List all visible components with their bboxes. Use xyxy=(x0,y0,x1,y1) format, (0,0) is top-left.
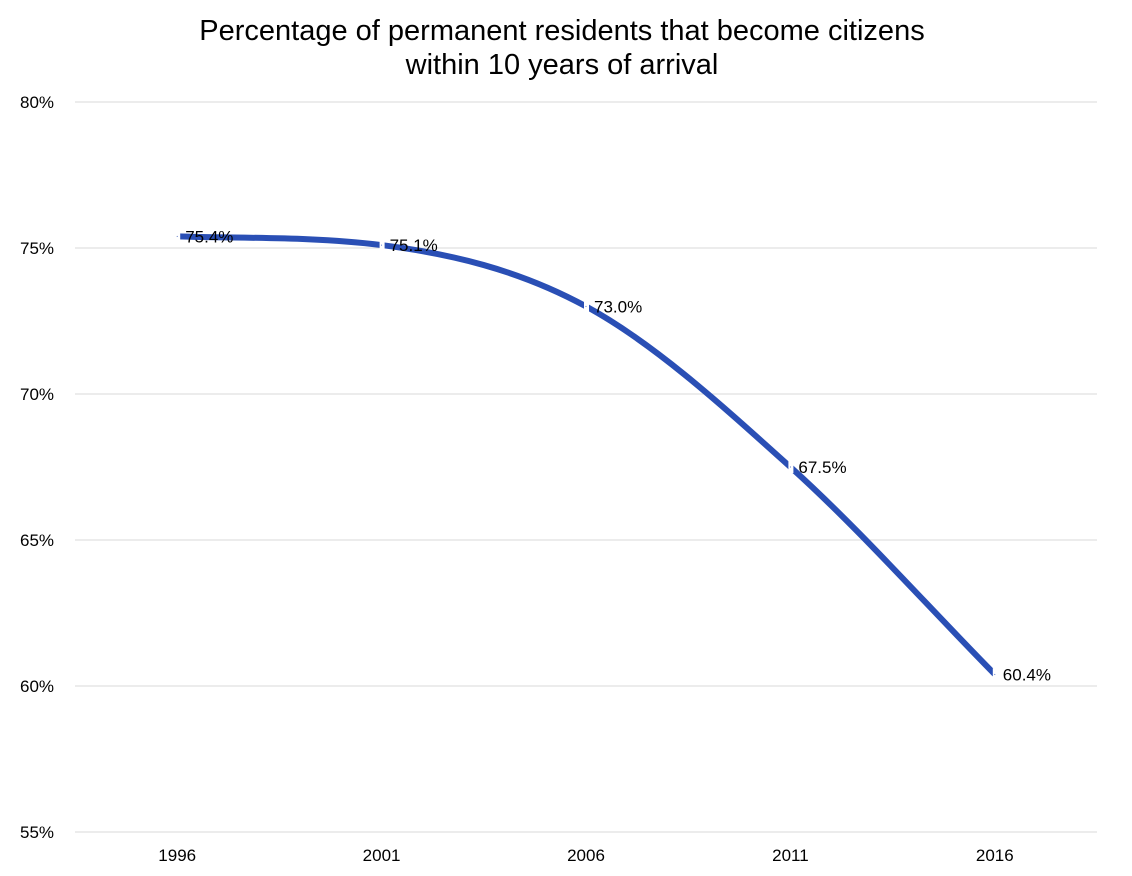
data-label: 75.1% xyxy=(390,236,438,255)
x-axis-tick-labels: 1996 2001 2006 2011 2016 xyxy=(158,846,1013,865)
y-tick-label: 55% xyxy=(20,823,54,842)
data-labels: 75.4% 75.1% 73.0% 67.5% 60.4% xyxy=(175,227,1051,684)
data-label: 73.0% xyxy=(594,297,642,316)
y-tick-label: 80% xyxy=(20,93,54,112)
x-tick-label: 2006 xyxy=(567,846,605,865)
x-tick-label: 1996 xyxy=(158,846,196,865)
x-tick-label: 2011 xyxy=(772,846,809,865)
data-point xyxy=(176,235,178,237)
gridlines xyxy=(75,101,1097,833)
x-tick-label: 2016 xyxy=(976,846,1014,865)
data-point xyxy=(789,466,791,468)
data-point xyxy=(381,244,383,246)
y-axis-tick-labels: 55% 60% 65% 70% 75% 80% xyxy=(20,93,54,842)
data-label: 75.4% xyxy=(185,227,233,246)
y-tick-label: 75% xyxy=(20,239,54,258)
data-label: 60.4% xyxy=(1003,665,1051,684)
data-point xyxy=(994,673,996,675)
data-label: 67.5% xyxy=(798,458,846,477)
y-tick-label: 65% xyxy=(20,531,54,550)
y-tick-label: 70% xyxy=(20,385,54,404)
x-tick-label: 2001 xyxy=(363,846,401,865)
data-point xyxy=(585,305,587,307)
chart-title-line-2: within 10 years of arrival xyxy=(405,49,719,81)
series-line-group xyxy=(177,233,997,677)
series-line xyxy=(177,233,997,677)
chart-title: Percentage of permanent residents that b… xyxy=(199,15,924,81)
y-tick-label: 60% xyxy=(20,677,54,696)
chart-title-line-1: Percentage of permanent residents that b… xyxy=(199,15,924,47)
